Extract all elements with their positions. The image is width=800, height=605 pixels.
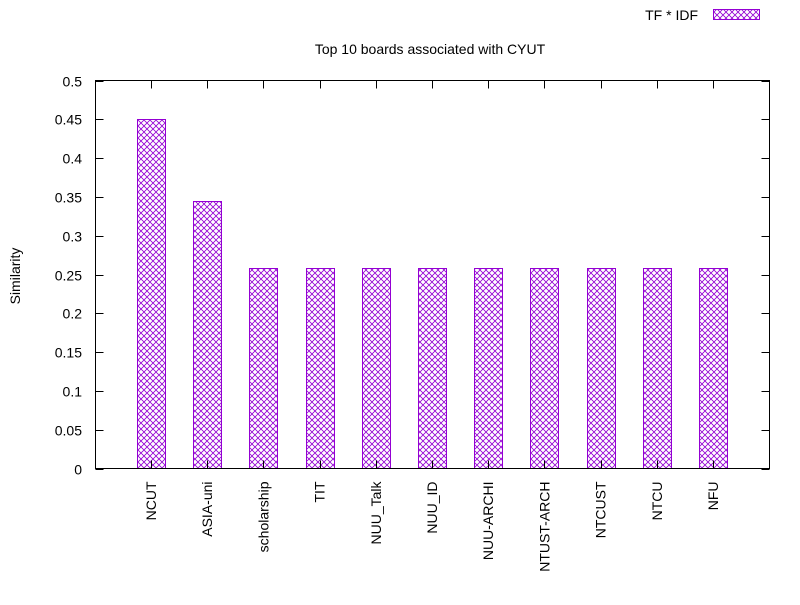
x-axis-ticks: NCUT ASIA-uni scholarship TIT NUU_Talk NUU_ID… bbox=[143, 80, 721, 572]
y-tick-label: 0.35 bbox=[55, 190, 82, 206]
bar-nuu-talk bbox=[362, 268, 391, 469]
bar-nuu-id bbox=[418, 268, 447, 469]
x-tick-label: NUU_ID bbox=[424, 482, 440, 534]
legend-label: TF * IDF bbox=[645, 7, 698, 23]
y-axis-label: Similarity bbox=[7, 248, 23, 305]
plot-frame bbox=[95, 80, 770, 469]
y-tick-label: 0.3 bbox=[63, 229, 83, 245]
bar-ntcust bbox=[587, 268, 616, 469]
x-tick-label: NUU_Talk bbox=[368, 481, 384, 545]
bar-scholarship bbox=[249, 268, 278, 469]
bar-tit bbox=[306, 268, 335, 469]
bar-ntcu bbox=[643, 268, 672, 469]
bar-ncut bbox=[137, 119, 166, 469]
y-tick-label: 0.05 bbox=[55, 423, 82, 439]
x-tick-label: NUU-ARCHI bbox=[480, 482, 496, 561]
x-tick-label: NTCUST bbox=[593, 481, 609, 538]
x-tick-label: NTCU bbox=[649, 482, 665, 521]
y-tick-label: 0.4 bbox=[63, 151, 83, 167]
x-tick-label: TIT bbox=[312, 481, 328, 502]
x-tick-label: scholarship bbox=[255, 481, 271, 552]
y-tick-label: 0.15 bbox=[55, 345, 82, 361]
y-tick-label: 0.2 bbox=[63, 306, 83, 322]
y-axis-ticks: 0 0.05 0.1 0.15 0.2 0.25 0.3 0.35 0.4 0.45 0.5 bbox=[55, 74, 770, 478]
y-tick-label: 0.45 bbox=[55, 112, 82, 128]
y-tick-label: 0 bbox=[74, 462, 82, 478]
x-tick-label: ASIA-uni bbox=[199, 482, 215, 537]
y-tick-label: 0.25 bbox=[55, 268, 82, 284]
bar-ntust-arch bbox=[530, 268, 559, 469]
y-tick-label: 0.5 bbox=[63, 74, 83, 90]
x-tick-label: NTUST-ARCH bbox=[536, 482, 552, 572]
x-tick-label: NFU bbox=[705, 482, 721, 511]
legend: TF * IDF bbox=[645, 7, 760, 23]
y-tick-label: 0.1 bbox=[63, 384, 83, 400]
bar-nuu-archi bbox=[474, 268, 503, 469]
bar-asia-uni bbox=[193, 201, 222, 469]
bars bbox=[137, 119, 728, 469]
x-tick-label: NCUT bbox=[143, 481, 159, 520]
legend-swatch bbox=[713, 9, 760, 20]
chart-title: Top 10 boards associated with CYUT bbox=[315, 41, 546, 57]
bar-nfu bbox=[699, 268, 728, 469]
